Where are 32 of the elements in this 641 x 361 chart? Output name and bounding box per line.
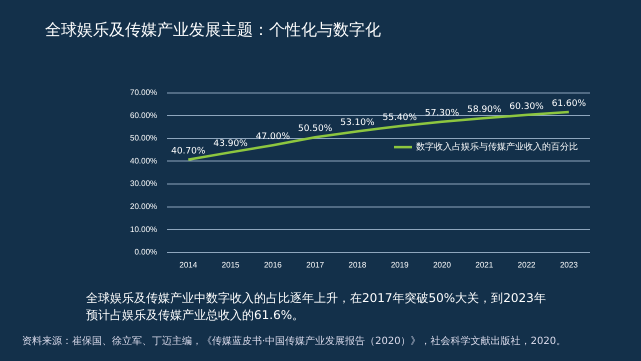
data-label: 47.00%: [256, 132, 290, 142]
chart-title: 全球娱乐及传媒产业发展主题：个性化与数字化: [45, 20, 381, 41]
x-tick-label: 2020: [433, 260, 452, 270]
x-tick-label: 2014: [179, 260, 198, 270]
data-label: 40.70%: [171, 146, 206, 156]
data-label: 60.30%: [509, 102, 544, 112]
data-label: 50.50%: [298, 124, 333, 134]
y-tick-label: 30.00%: [130, 179, 158, 188]
legend-label: 数字收入占娱乐与传媒产业收入的百分比: [416, 141, 578, 152]
y-tick-label: 10.00%: [130, 224, 158, 234]
data-label: 55.40%: [382, 112, 418, 123]
x-tick-label: 2015: [222, 260, 240, 270]
text: 资料来源：崔保国、徐立军、丁迈主编，《传媒蓝皮书·中国传媒产业发展报告（2020）》，社会科学文献出版社，2020。: [22, 334, 568, 348]
data-label: 61.60%: [552, 98, 586, 109]
y-tick-label: 40.00%: [130, 156, 158, 166]
x-tick-label: 2016: [264, 260, 282, 270]
y-tick-label: 70.00%: [130, 88, 158, 98]
data-label: 53.10%: [340, 118, 376, 128]
x-tick-label: 2019: [390, 260, 410, 270]
y-tick-label: 50.00%: [130, 134, 158, 143]
y-tick-label: 0.00%: [134, 248, 158, 257]
data-label: 58.90%: [467, 104, 502, 115]
x-tick-label: 2017: [306, 260, 325, 270]
x-tick-label: 2018: [348, 260, 367, 270]
text: 全球娱乐及传媒产业中数字收入的占比逐年上升，在2017年突破50%大关，到2023年预计占娱乐及传媒产业总收入的61.6%。: [86, 290, 546, 324]
x-tick-label: 2023: [560, 260, 578, 270]
data-label: 43.90%: [213, 139, 248, 150]
y-tick-label: 20.00%: [130, 202, 158, 212]
x-tick-label: 2021: [475, 260, 494, 270]
y-tick-label: 60.00%: [130, 110, 158, 120]
x-tick-label: 2022: [518, 260, 536, 270]
data-label: 57.30%: [424, 108, 460, 119]
